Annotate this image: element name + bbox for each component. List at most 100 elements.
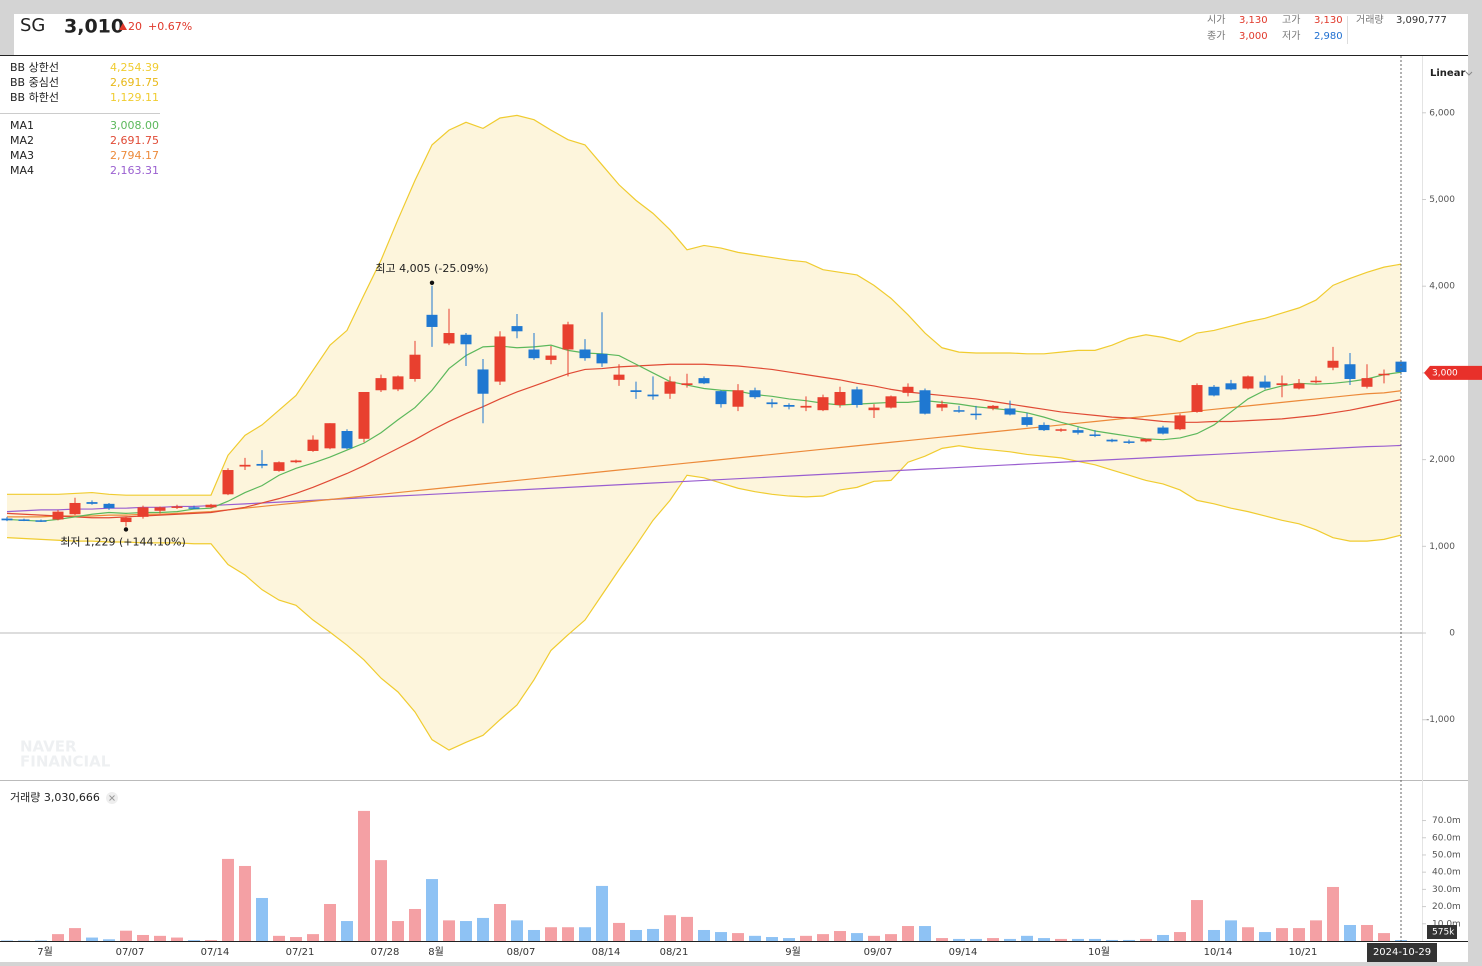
candle-body	[154, 507, 166, 511]
quote-label: 시가	[1207, 14, 1225, 26]
legend-value: 4,254.39	[110, 61, 159, 74]
candle-body	[188, 507, 200, 509]
legend-value: 2,691.75	[110, 134, 159, 147]
volume-bar	[1038, 938, 1050, 941]
candle-body	[69, 502, 81, 515]
indicator-line	[7, 114, 1402, 496]
low-annotation: 최저 1,229 (+144.10%)	[60, 535, 185, 548]
y-tick-label: 40.0m	[1432, 868, 1461, 878]
volume-bar	[392, 921, 404, 941]
volume-bar	[290, 937, 302, 941]
volume-bar	[137, 934, 149, 941]
volume-bar	[834, 931, 846, 941]
price: 3,010	[64, 16, 124, 38]
candle-body	[205, 504, 217, 508]
bollinger-band	[7, 115, 1401, 751]
volume-bar	[239, 865, 251, 941]
candle-body	[766, 402, 778, 405]
y-tick-label: 70.0m	[1432, 816, 1461, 826]
quote-value: 3,000	[1239, 31, 1268, 42]
candle-body	[800, 405, 812, 408]
volume-bar	[766, 937, 778, 941]
volume-bar	[256, 897, 268, 941]
volume-bar	[18, 940, 30, 941]
x-tick-label: 7월	[37, 946, 53, 958]
candle-body	[137, 507, 149, 517]
volume-bar	[1140, 938, 1152, 941]
candle-body	[885, 396, 897, 408]
candle-body	[35, 520, 47, 522]
candle-body	[409, 354, 421, 379]
candle-body	[919, 390, 931, 414]
date-tag-box	[1367, 943, 1437, 962]
legend-value: 2,163.31	[110, 164, 159, 177]
volume-bar	[1344, 924, 1356, 941]
chevron[interactable]	[1465, 71, 1473, 76]
date-tag-label: 2024-10-29	[1373, 947, 1431, 958]
close-icon[interactable]	[109, 795, 115, 801]
candle-body	[681, 383, 693, 386]
candle-body	[596, 353, 608, 364]
y-tick-label: 5,000	[1429, 195, 1455, 205]
volume-bar	[970, 938, 982, 941]
candle-body	[1395, 361, 1407, 373]
legend-name: MA3	[10, 149, 34, 162]
volume-bar	[545, 927, 557, 941]
volume-bar	[494, 904, 506, 941]
candle-body	[1293, 383, 1305, 389]
candle-body	[970, 413, 982, 416]
candle-body	[1106, 439, 1118, 442]
volume-bar	[698, 929, 710, 941]
volume-tag-box	[1427, 925, 1457, 939]
candle-body	[987, 405, 999, 409]
legend-value: 2,691.75	[110, 76, 159, 89]
candle-body	[341, 431, 353, 449]
change-pct: +0.67%	[148, 20, 192, 33]
x-tick-label: 10/14	[1204, 947, 1233, 958]
volume-bar	[1208, 929, 1220, 941]
volume-bar	[1072, 938, 1084, 941]
x-tick-label: 07/21	[286, 947, 315, 958]
change: 20	[128, 20, 142, 33]
candle-body	[392, 376, 404, 390]
volume-bar	[35, 940, 47, 941]
x-tick-label: 08/14	[592, 947, 621, 958]
volume-bar	[103, 939, 115, 941]
volume-bar	[120, 930, 132, 941]
volume-bar	[375, 860, 387, 941]
close-volume[interactable]	[106, 792, 118, 804]
volume-bar	[307, 934, 319, 941]
volume-bar	[613, 922, 625, 941]
volume-tag-label: 575k	[1432, 928, 1455, 938]
candle-body	[273, 462, 285, 471]
volume-bar	[579, 927, 591, 941]
scale-toggle[interactable]: Linear	[1430, 68, 1473, 79]
volume-bar	[171, 937, 183, 941]
y-tick-label: 4,000	[1429, 282, 1455, 292]
volume-bar	[443, 920, 455, 941]
scale-label[interactable]: Linear	[1430, 68, 1465, 79]
candle-body	[1208, 386, 1220, 396]
x-tick-label: 08/21	[660, 947, 689, 958]
candle-body	[749, 390, 761, 398]
candle-body	[171, 506, 183, 508]
volume-bar	[1276, 928, 1288, 941]
candle-body	[783, 404, 795, 407]
candle-body	[426, 314, 438, 327]
volume-bar	[273, 935, 285, 941]
x-tick-label: 9월	[785, 946, 801, 958]
price-tag-box	[1424, 365, 1482, 380]
volume-bar	[426, 879, 438, 941]
candle-body	[613, 374, 625, 380]
volume-bar	[732, 933, 744, 941]
candle-body	[1123, 441, 1135, 443]
volume-bar	[1225, 920, 1237, 941]
volume-bar	[1293, 928, 1305, 941]
candle-body	[375, 378, 387, 391]
volume-bar	[1361, 924, 1373, 941]
legend-value: 2,794.17	[110, 149, 159, 162]
volume-bar	[562, 927, 574, 941]
volume-bar	[596, 885, 608, 941]
candle-body	[1140, 438, 1152, 442]
volume-bar	[1157, 934, 1169, 941]
